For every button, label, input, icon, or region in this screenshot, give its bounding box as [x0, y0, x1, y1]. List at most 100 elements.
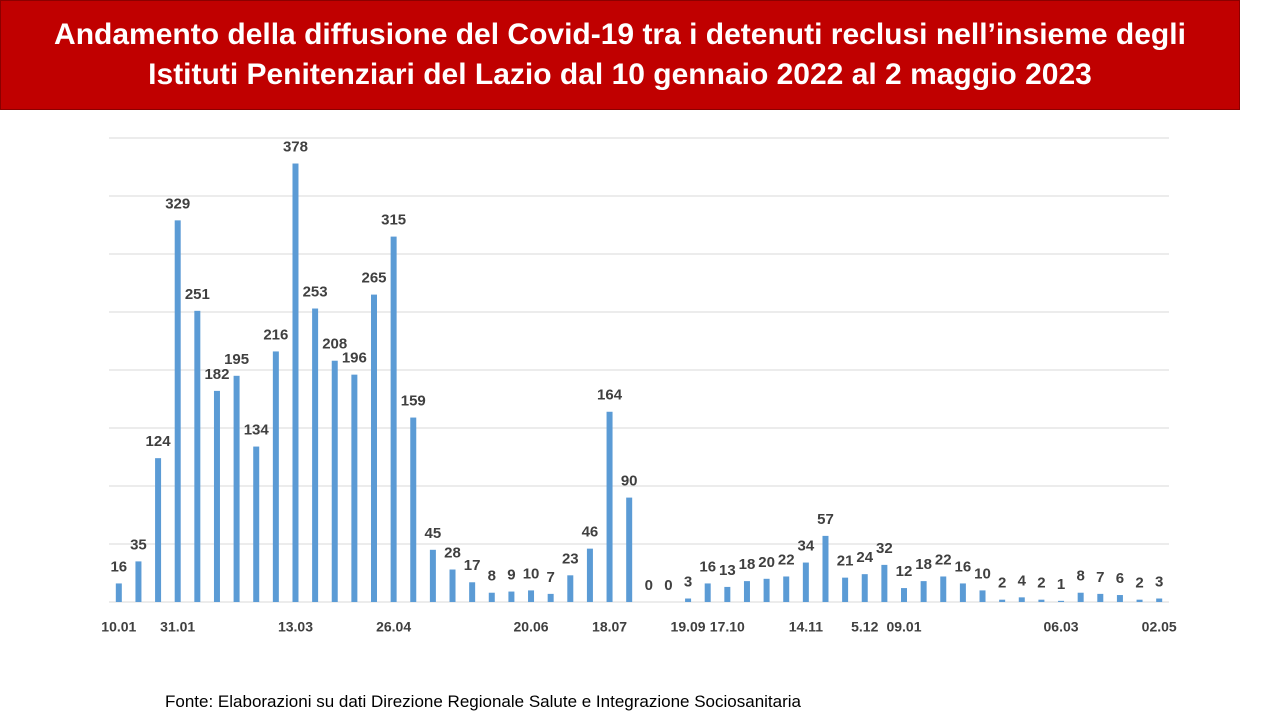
data-label: 3: [1155, 573, 1163, 590]
data-label: 23: [562, 550, 579, 567]
data-label: 8: [488, 568, 496, 585]
bar: [410, 417, 417, 602]
bar: [174, 220, 181, 603]
bar: [685, 598, 692, 602]
bar: [704, 583, 711, 602]
x-tick-label: 06.03: [1044, 619, 1079, 635]
x-tick-label: 26.04: [376, 619, 411, 635]
data-label: 20: [758, 554, 775, 571]
data-label: 164: [597, 387, 623, 404]
data-label: 1: [1057, 576, 1065, 593]
data-label: 22: [935, 551, 952, 568]
bar: [959, 583, 966, 602]
bar: [724, 586, 731, 602]
bar: [547, 593, 554, 602]
bar: [331, 360, 338, 602]
bar: [861, 574, 868, 602]
bar: [390, 236, 397, 602]
bar: [901, 588, 907, 602]
data-label: 18: [915, 556, 932, 573]
bar: [272, 351, 279, 602]
bar: [449, 569, 456, 602]
data-label: 195: [224, 351, 249, 368]
bar: [508, 591, 515, 602]
data-label: 90: [621, 473, 638, 490]
bar: [881, 564, 888, 602]
data-label: 12: [896, 563, 913, 580]
data-label: 13: [719, 562, 736, 579]
x-tick-label: 13.03: [278, 619, 313, 635]
data-label: 253: [303, 283, 328, 300]
bar: [233, 375, 240, 602]
bar: [488, 592, 495, 602]
bar: [1038, 599, 1045, 602]
bar: [979, 590, 986, 602]
data-label: 208: [322, 336, 347, 353]
data-label: 21: [837, 553, 854, 570]
data-label: 329: [165, 195, 190, 212]
data-label: 0: [645, 577, 653, 594]
bar: [586, 548, 593, 602]
bar: [253, 446, 260, 602]
bar: [528, 590, 535, 602]
bar: [213, 390, 220, 602]
bar: [155, 458, 162, 602]
data-label: 159: [401, 393, 426, 410]
bar: [763, 578, 770, 602]
bar: [783, 576, 790, 602]
data-label: 7: [546, 569, 554, 586]
data-label: 17: [464, 557, 481, 574]
data-label: 3: [684, 573, 692, 590]
bar: [312, 308, 319, 602]
x-tick-label: 14.11: [789, 619, 823, 635]
bar: [371, 294, 377, 602]
data-label: 0: [664, 577, 672, 594]
data-label: 10: [523, 565, 540, 582]
data-label: 18: [739, 556, 756, 573]
data-label: 2: [1135, 575, 1143, 592]
data-label: 22: [778, 551, 795, 568]
bar: [567, 575, 574, 602]
data-label: 10: [974, 565, 991, 582]
data-label: 35: [130, 536, 147, 553]
bar: [1018, 597, 1025, 602]
data-label: 124: [146, 433, 172, 450]
x-tick-label: 31.01: [160, 619, 195, 635]
bar: [194, 310, 201, 602]
bar: [822, 535, 829, 602]
bar: [135, 561, 142, 602]
data-label: 2: [998, 575, 1006, 592]
bar: [1156, 598, 1163, 602]
data-label: 34: [798, 538, 815, 555]
bar: [626, 497, 633, 602]
bar: [606, 411, 613, 602]
data-label: 16: [110, 558, 127, 575]
chart-title: Andamento della diffusione del Covid-19 …: [54, 18, 1186, 91]
data-label: 4: [1018, 572, 1027, 589]
source-note: Fonte: Elaborazioni su dati Direzione Re…: [165, 692, 801, 711]
bar: [469, 582, 476, 602]
bar: [351, 374, 358, 602]
header: Andamento della diffusione del Covid-19 …: [0, 0, 1240, 110]
data-label: 9: [507, 567, 515, 584]
data-label: 216: [263, 326, 288, 343]
bar: [842, 577, 849, 602]
data-label: 315: [381, 212, 406, 229]
bar: [1058, 600, 1065, 602]
bar: [292, 163, 299, 602]
data-label: 16: [955, 558, 972, 575]
data-label: 265: [361, 270, 386, 287]
x-tick-label: 17.10: [710, 619, 745, 635]
x-tick-label: 02.05: [1142, 619, 1177, 635]
data-label: 2: [1037, 575, 1045, 592]
bar: [802, 562, 809, 602]
bar: [1077, 592, 1084, 602]
data-label: 32: [876, 540, 893, 557]
bar: [940, 576, 947, 602]
bar: [115, 583, 122, 602]
x-tick-label: 20.06: [514, 619, 549, 635]
bar: [1136, 599, 1143, 602]
bar: [920, 581, 927, 602]
data-label: 134: [244, 422, 270, 439]
